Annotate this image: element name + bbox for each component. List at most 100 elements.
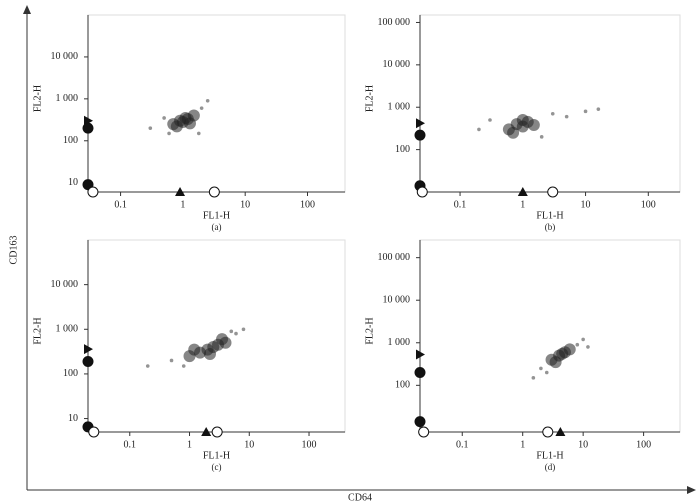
data-point (586, 345, 590, 349)
data-point (531, 376, 536, 380)
y-tick-label: 10 (68, 413, 78, 424)
plot-frame (419, 239, 681, 433)
data-point (162, 116, 166, 120)
data-point (575, 342, 580, 347)
data-point (199, 106, 204, 110)
data-point (169, 358, 174, 363)
x-tick-label: 0.1 (114, 199, 127, 210)
marker (416, 118, 425, 129)
data-point (581, 337, 585, 342)
x-tick-label: 100 (302, 439, 317, 450)
marker (542, 426, 554, 438)
data-point (539, 366, 543, 371)
y-tick-label: 10 000 (51, 279, 79, 290)
y-tick-label: 1 000 (56, 93, 79, 104)
data-point (196, 131, 201, 136)
data-point (234, 331, 238, 336)
data-point (170, 120, 183, 133)
x-label: FL1-H (536, 450, 563, 461)
y-label: FL2-H (364, 317, 375, 344)
marker (87, 186, 99, 198)
data-point (539, 135, 544, 139)
data-point (229, 329, 234, 334)
data-point (148, 126, 153, 130)
marker (88, 426, 100, 438)
y-tick-label: 100 (63, 135, 78, 146)
subtitle: (c) (212, 462, 222, 472)
y-tick-label: 10 000 (383, 59, 411, 70)
data-point (556, 347, 569, 360)
data-point (181, 364, 186, 368)
data-point (564, 114, 569, 119)
x-tick-label: 10 (244, 439, 254, 450)
x-label: FL1-H (203, 450, 230, 461)
x-tick-label: 10 (240, 199, 250, 210)
marker (414, 129, 426, 141)
data-point (527, 119, 540, 132)
x-tick-label: 0.1 (124, 439, 137, 450)
data-point (241, 327, 246, 332)
x-tick-label: 0.1 (454, 199, 467, 210)
y-tick-label: 100 (395, 380, 410, 391)
subtitle: (a) (212, 222, 222, 232)
data-point (145, 364, 150, 368)
x-tick-label: 0.1 (456, 439, 469, 450)
x-label: FL1-H (536, 210, 563, 221)
marker (555, 427, 566, 436)
data-point (583, 109, 588, 114)
x-tick-label: 10 (578, 439, 588, 450)
marker (414, 416, 426, 428)
x-tick-label: 1 (520, 439, 525, 450)
data-point (167, 131, 171, 136)
plot-frame (87, 239, 346, 433)
y-tick-label: 10 000 (51, 51, 79, 62)
outer-y-label: CD163 (8, 236, 19, 265)
data-point (550, 111, 555, 116)
x-tick-label: 1 (187, 439, 192, 450)
y-tick-label: 1 000 (388, 337, 411, 348)
data-point (507, 126, 520, 139)
x-tick-label: 100 (300, 199, 315, 210)
data-point (216, 333, 229, 346)
data-point (544, 370, 549, 375)
marker (82, 122, 94, 134)
y-label: FL2-H (32, 85, 43, 112)
data-point (183, 117, 196, 130)
marker (82, 355, 94, 367)
x-tick-label: 1 (180, 199, 185, 210)
y-tick-label: 1 000 (56, 324, 79, 335)
data-point (596, 107, 601, 111)
data-point (188, 343, 201, 356)
x-tick-label: 100 (636, 439, 651, 450)
marker (416, 186, 428, 198)
marker (201, 427, 212, 436)
data-point (549, 356, 562, 369)
data-point (477, 127, 481, 132)
plot-frame (87, 14, 346, 193)
marker (175, 187, 186, 196)
x-tick-label: 1 (520, 199, 525, 210)
y-label: FL2-H (32, 317, 43, 344)
marker (208, 186, 220, 198)
y-label: FL2-H (364, 85, 375, 112)
marker (547, 186, 559, 198)
marker (517, 187, 528, 196)
y-tick-label: 100 (63, 368, 78, 379)
arrow (687, 486, 696, 494)
y-tick-label: 100 000 (378, 17, 411, 28)
data-point (203, 347, 216, 360)
y-tick-label: 100 (395, 144, 410, 155)
marker (418, 426, 430, 438)
data-point (516, 113, 529, 126)
marker (84, 344, 93, 355)
data-point (205, 98, 210, 103)
arrow (23, 5, 31, 14)
marker (416, 349, 425, 360)
y-tick-label: 1 000 (388, 102, 411, 113)
x-tick-label: 10 (581, 199, 591, 210)
y-tick-label: 10 (68, 177, 78, 188)
y-tick-label: 100 000 (378, 252, 411, 263)
plot-frame (419, 14, 681, 193)
x-label: FL1-H (203, 210, 230, 221)
